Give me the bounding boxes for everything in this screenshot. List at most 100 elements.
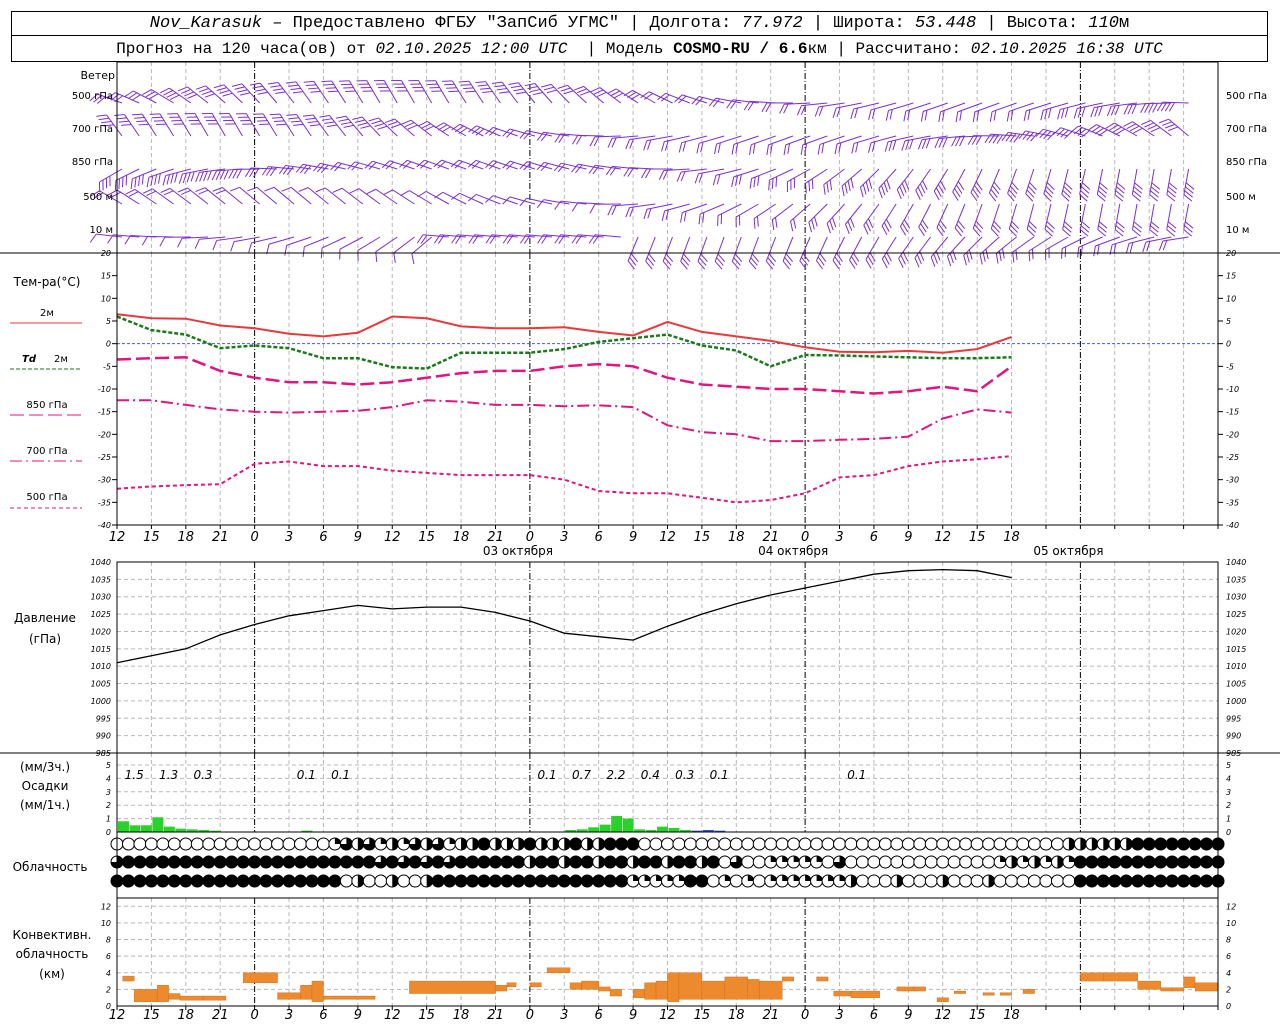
- labels-layer: Ветер Тем-ра(°С) 2м Td 2м 850 гПа 700 гП…: [13, 69, 115, 981]
- cloud-circle-outline: [638, 837, 652, 851]
- wind-barb: [536, 161, 570, 172]
- pressure-tick-left: 1010: [91, 662, 111, 671]
- cloud-cover-high: [1119, 837, 1133, 851]
- cloud-cover-high: [546, 837, 560, 851]
- conv-cloud-bar: [569, 982, 582, 990]
- barb-feather: [1029, 181, 1037, 191]
- barb-feather: [1011, 181, 1019, 191]
- cloud-cover-high: [1131, 837, 1145, 851]
- cloud-circle-fill: [529, 856, 536, 868]
- precip-bar: [301, 830, 313, 832]
- barb-shaft: [1131, 203, 1138, 230]
- barb-feather: [1105, 122, 1115, 129]
- barb-feather: [1022, 131, 1030, 140]
- cloud-cover-mid: [993, 855, 1007, 869]
- barb-feather: [768, 253, 777, 263]
- barb-feather: [627, 167, 634, 177]
- cloud-cover-mid: [546, 855, 560, 869]
- cloud-cover-mid: [695, 855, 709, 869]
- cloud-cover-mid: [190, 855, 204, 869]
- barb-feather: [623, 167, 630, 177]
- conv-cloud-bar: [1171, 987, 1184, 992]
- cloud-circle-fill: [432, 856, 445, 868]
- barb-shaft: [799, 236, 811, 262]
- barb-feather: [823, 184, 826, 195]
- hour-label: 6: [870, 530, 878, 545]
- cloud-cover-mid: [810, 855, 824, 869]
- cloud-cover-high: [213, 837, 227, 851]
- barb-feather: [847, 180, 851, 191]
- barb-shaft: [401, 80, 415, 104]
- barb-shaft: [245, 113, 261, 137]
- cloud-cover-mid: [798, 855, 812, 869]
- barb-feather: [330, 162, 339, 171]
- barb-feather: [339, 80, 350, 82]
- cloud-circle-fill: [1080, 838, 1087, 850]
- wind-barb: [475, 81, 501, 104]
- cloud-circle-fill: [1103, 838, 1110, 851]
- cloud-cover-high: [775, 837, 789, 851]
- barb-shaft: [106, 114, 123, 137]
- barb-feather: [814, 216, 818, 227]
- barb-feather: [407, 124, 418, 130]
- cloud-cover-low: [833, 874, 847, 888]
- wind-barb: [230, 236, 260, 252]
- temp-tick-right: -25: [1226, 453, 1239, 462]
- barb-feather: [138, 123, 149, 126]
- barb-feather: [988, 192, 997, 202]
- barb-feather: [288, 117, 299, 120]
- barb-shaft: [443, 122, 467, 137]
- barb-shaft: [560, 200, 587, 205]
- cloud-cover-high: [1016, 837, 1030, 851]
- wind-barb: [107, 234, 140, 244]
- barb-feather: [849, 217, 855, 228]
- cloud-title: Облачность: [13, 860, 88, 874]
- wind-barb: [1131, 203, 1143, 237]
- conv-title2: облачность: [16, 947, 89, 961]
- barb-feather: [645, 168, 651, 179]
- barb-feather: [678, 95, 687, 104]
- cloud-cover-mid: [787, 855, 801, 869]
- barb-shaft: [905, 102, 931, 112]
- barb-feather: [290, 120, 302, 123]
- conv-cloud-bar: [1194, 982, 1219, 992]
- barb-feather: [292, 91, 304, 94]
- cloud-circle-outline: [649, 837, 663, 851]
- sep: |: [619, 14, 650, 33]
- cloud-cover-low: [580, 874, 594, 888]
- wind-barb: [142, 188, 174, 205]
- cloud-cover-low: [1073, 874, 1087, 888]
- conv-tick-right: 0: [1226, 1002, 1231, 1011]
- barb-feather: [896, 189, 902, 200]
- hour-label: 3: [285, 1008, 293, 1023]
- barb-feather: [184, 113, 195, 115]
- barb-shaft: [896, 168, 914, 190]
- cloud-circle-outline: [936, 837, 950, 851]
- barb-feather: [625, 207, 631, 218]
- cloud-circle-fill: [535, 875, 548, 887]
- barb-shaft: [223, 84, 243, 104]
- barb-feather: [125, 175, 128, 186]
- cloud-circle-fill: [581, 856, 594, 868]
- barb-feather: [998, 250, 1002, 262]
- temp-series-line: [116, 455, 1012, 504]
- barb-feather: [177, 238, 183, 248]
- barb-shaft: [468, 80, 484, 104]
- wind-barb: [731, 135, 759, 155]
- barb-feather: [377, 86, 389, 89]
- barb-shaft: [898, 236, 914, 259]
- wind-barb: [748, 236, 760, 270]
- barb-feather: [920, 223, 927, 233]
- hour-label: 18: [453, 1008, 470, 1023]
- barb-shaft: [612, 135, 639, 139]
- barb-shaft: [865, 236, 880, 260]
- cloud-circle-fill: [202, 875, 215, 887]
- wind-barb: [89, 93, 123, 104]
- barb-feather: [623, 89, 633, 97]
- barb-feather: [540, 163, 549, 172]
- barb-feather: [267, 81, 279, 85]
- barb-shaft: [1043, 168, 1052, 195]
- wind-barb: [590, 87, 622, 104]
- cloud-cover-high: [706, 837, 720, 851]
- barb-feather: [1114, 105, 1120, 116]
